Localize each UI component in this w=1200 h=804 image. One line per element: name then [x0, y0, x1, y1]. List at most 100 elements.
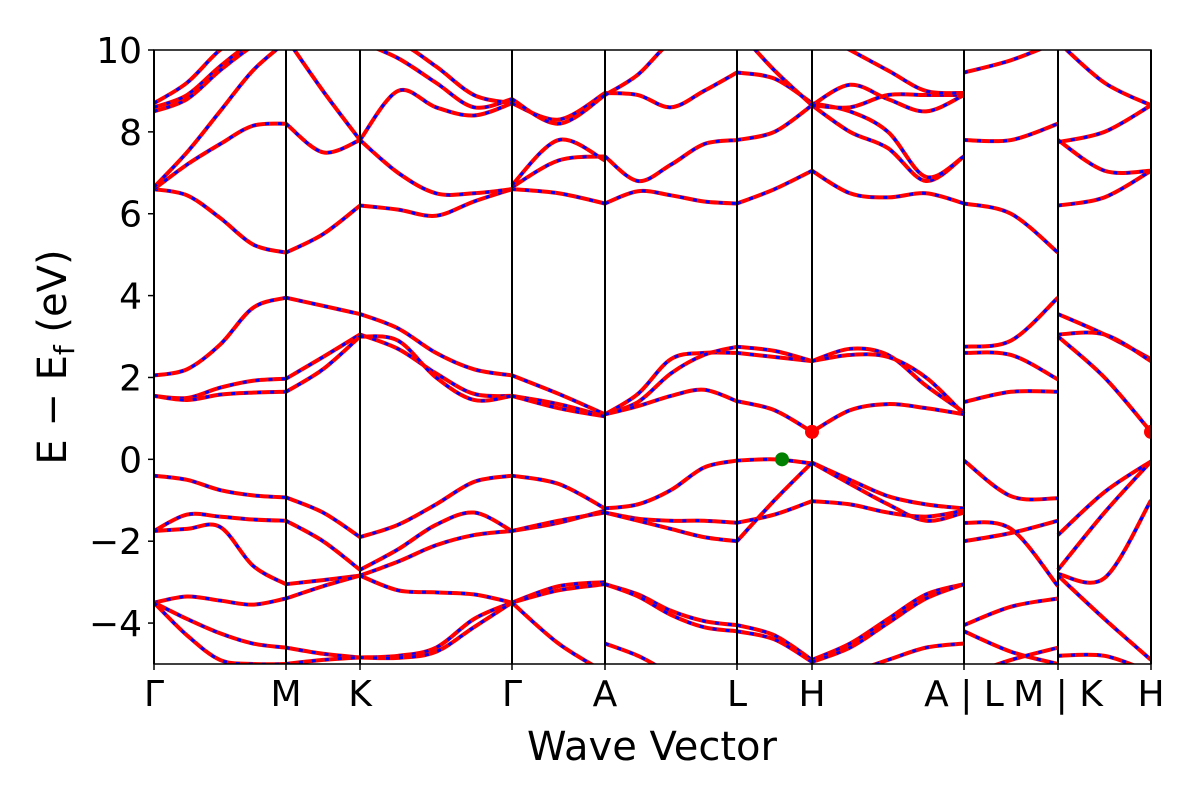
band-line-spin-down	[511, 154, 606, 189]
band-line-spin-down	[753, 50, 814, 107]
band-line-spin-up	[511, 187, 606, 206]
band-line-spin-down	[1057, 103, 1151, 144]
band-line-spin-down	[811, 582, 965, 664]
band-line-spin-up	[359, 510, 513, 572]
y-tick-label: 8	[119, 113, 142, 154]
band-line-spin-down	[811, 461, 965, 523]
y-tick-label: 10	[96, 31, 142, 72]
band-line-spin-up	[511, 373, 606, 417]
band-line-spin-down	[154, 187, 287, 255]
band-line-spin-up	[154, 295, 287, 378]
band-line-spin-down	[963, 202, 1059, 254]
band-line-spin-up	[963, 201, 1060, 255]
band-line-spin-down	[285, 333, 361, 380]
band-line-spin-down	[963, 459, 1059, 501]
band-line-spin-up	[845, 50, 965, 96]
band-line-spin-down	[359, 138, 513, 197]
band-line-spin-down	[1057, 335, 1151, 433]
band-line-spin-down	[604, 71, 738, 109]
band-line-spin-down	[154, 122, 287, 191]
band-line-spin-down	[154, 601, 287, 650]
bands	[154, 50, 1151, 664]
band-line-spin-down	[359, 334, 513, 403]
band-line-spin-up	[154, 50, 224, 105]
band-line-spin-down	[1056, 460, 1151, 537]
band-line-spin-up	[154, 601, 286, 664]
band-line-spin-up	[963, 350, 1059, 382]
cbm-marker	[1144, 424, 1151, 439]
y-axis-ticks: −4 −2 0 2 4 6 8 10	[89, 31, 154, 645]
band-line-spin-down	[736, 457, 813, 465]
band-line-spin-up	[962, 458, 1059, 502]
vbm-marker	[775, 452, 789, 467]
y-tick-label: 2	[119, 358, 142, 399]
band-line-spin-down	[604, 138, 738, 183]
band-line-spin-up	[604, 510, 738, 544]
band-line-spin-up	[1057, 652, 1137, 664]
band-line-spin-up	[284, 122, 361, 155]
y-tick-label: 6	[119, 195, 142, 236]
band-line-spin-down	[736, 345, 813, 363]
band-line-spin-down	[511, 91, 606, 122]
band-line-spin-down	[285, 204, 361, 254]
band-line-spin-up	[1057, 169, 1151, 208]
band-line-spin-down	[285, 335, 361, 394]
band-line-spin-up	[359, 334, 513, 403]
x-tick-label: K	[348, 674, 373, 715]
band-line-spin-down	[963, 50, 1043, 74]
band-line-spin-up	[285, 655, 361, 664]
band-line-spin-up	[1056, 460, 1151, 572]
band-line-spin-down	[285, 519, 361, 572]
band-line-spin-up	[963, 121, 1059, 144]
y-tick-label: −4	[89, 604, 142, 645]
band-line-spin-up	[603, 50, 665, 97]
band-line-spin-up	[810, 103, 966, 183]
band-line-spin-up	[409, 50, 513, 106]
band-line-spin-down	[285, 655, 361, 664]
band-line-spin-down	[285, 574, 361, 600]
band-line-spin-down	[376, 50, 513, 110]
band-line-spin-up	[810, 82, 965, 114]
band-line-spin-up	[963, 389, 1059, 404]
band-line-spin-up	[736, 623, 814, 662]
band-line-spin-up	[359, 312, 513, 378]
band-line-spin-up	[963, 629, 1059, 664]
band-line-spin-down	[359, 312, 513, 377]
band-line-spin-down	[1056, 460, 1151, 571]
band-line-spin-down	[1057, 138, 1151, 175]
band-line-spin-up	[292, 50, 362, 142]
band-line-spin-up	[285, 495, 362, 539]
x-tick-label: L	[727, 674, 747, 715]
band-line-spin-down	[1057, 169, 1151, 208]
band-line-spin-up	[736, 629, 814, 664]
band-line-spin-up	[154, 50, 280, 189]
band-line-spin-up	[359, 528, 513, 578]
band-line-spin-up	[736, 168, 813, 206]
x-tick-label: H	[798, 674, 825, 715]
band-line-spin-down	[604, 582, 738, 633]
x-tick-label: A | L	[924, 674, 1004, 715]
band-line-spin-up	[358, 87, 513, 142]
band-line-spin-up	[285, 645, 361, 660]
band-line-spin-down	[963, 520, 1060, 588]
band-line-spin-down	[359, 474, 513, 539]
band-line-spin-up	[811, 499, 965, 519]
band-line-spin-up	[511, 473, 606, 511]
band-line-spin-up	[154, 511, 287, 533]
band-line-spin-down	[154, 296, 287, 377]
band-line-spin-up	[736, 457, 813, 466]
kpoint-lines	[153, 50, 1152, 664]
band-line-spin-down	[604, 189, 738, 205]
band-line-spin-up	[359, 473, 513, 540]
band-line-spin-up	[285, 295, 361, 316]
band-line-spin-down	[409, 50, 513, 105]
band-line-spin-down	[154, 523, 287, 586]
band-line-spin-up	[359, 332, 513, 399]
band-line-spin-down	[811, 169, 965, 205]
band-line-spin-down	[736, 104, 813, 142]
band-line-spin-down	[358, 88, 513, 141]
y-axis-label: E − Ef (eV)	[30, 249, 81, 464]
band-line-spin-down	[359, 574, 513, 605]
band-line-spin-down	[154, 50, 250, 113]
